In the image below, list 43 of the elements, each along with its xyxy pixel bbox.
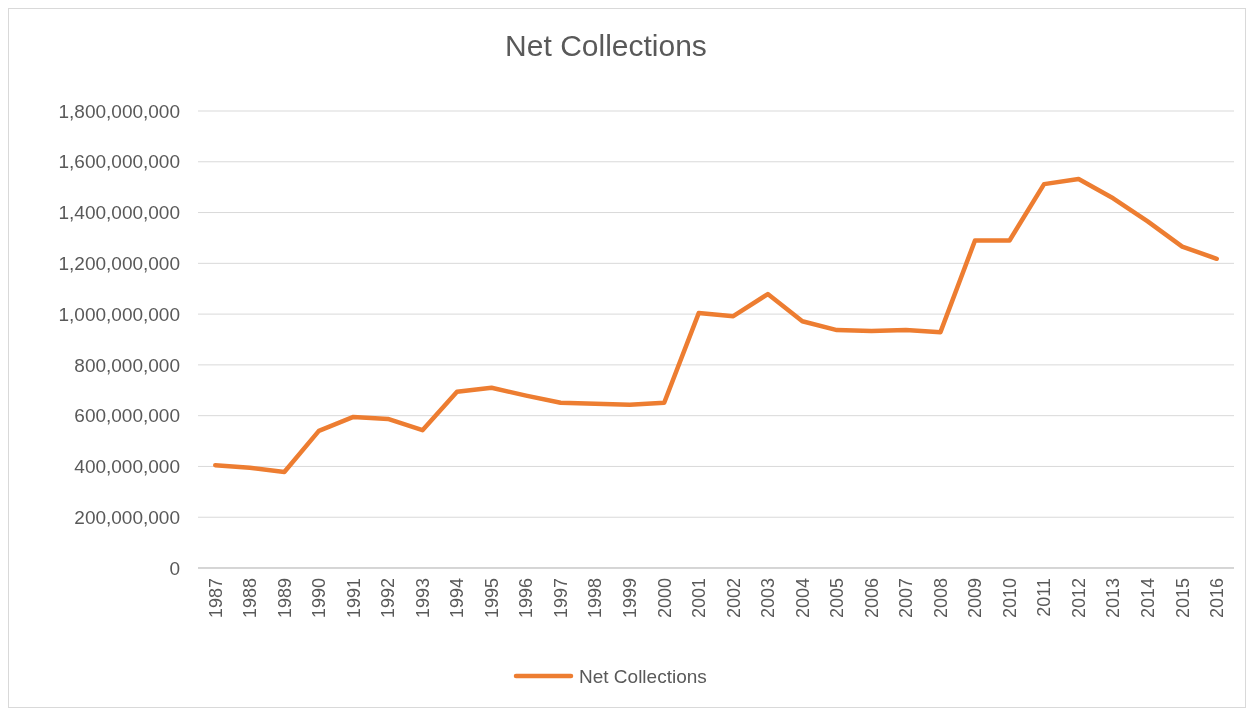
x-tick-label: 2008 (930, 578, 951, 619)
x-tick-label: 2005 (827, 578, 848, 619)
y-tick-label: 1,000,000,000 (58, 303, 180, 325)
x-tick-label: 1998 (585, 578, 606, 619)
y-tick-label: 600,000,000 (74, 405, 180, 427)
legend-label: Net Collections (579, 665, 707, 687)
x-tick-label: 2009 (965, 578, 986, 619)
x-tick-label: 2011 (1034, 578, 1055, 617)
x-tick-label: 2000 (654, 578, 675, 619)
x-tick-label: 1996 (516, 578, 537, 619)
y-tick-label: 400,000,000 (74, 456, 180, 478)
x-tick-label: 1990 (309, 578, 330, 619)
x-tick-label: 2015 (1172, 578, 1193, 619)
x-tick-label: 1997 (550, 578, 571, 619)
x-tick-label: 2006 (861, 578, 882, 619)
y-tick-label: 0 (169, 557, 180, 579)
y-tick-label: 200,000,000 (74, 506, 180, 528)
y-tick-label: 800,000,000 (74, 354, 180, 376)
x-tick-label: 1995 (481, 578, 502, 619)
y-tick-label: 1,800,000,000 (58, 100, 180, 122)
x-tick-label: 1991 (343, 578, 364, 619)
chart-title: Net Collections (505, 29, 707, 62)
x-tick-label: 2001 (689, 578, 710, 619)
y-tick-label: 1,600,000,000 (58, 151, 180, 173)
x-tick-label: 1988 (240, 578, 261, 619)
x-tick-label: 2014 (1137, 578, 1158, 619)
x-tick-label: 2013 (1103, 578, 1124, 619)
x-tick-label: 2003 (758, 578, 779, 619)
x-tick-label: 2010 (999, 578, 1020, 619)
x-tick-label: 1993 (412, 578, 433, 619)
x-tick-label: 2002 (723, 578, 744, 619)
y-tick-label: 1,200,000,000 (58, 252, 180, 274)
x-tick-label: 1992 (378, 578, 399, 619)
x-tick-label: 1989 (274, 578, 295, 619)
x-tick-label: 1999 (619, 578, 640, 619)
x-tick-label: 1994 (447, 578, 468, 619)
x-tick-label: 2004 (792, 578, 813, 619)
line-series (213, 176, 1219, 475)
x-tick-label: 2012 (1068, 578, 1089, 619)
y-tick-label: 1,400,000,000 (58, 202, 180, 224)
x-tick-label: 2007 (896, 578, 917, 619)
x-tick-label: 1987 (205, 578, 226, 619)
x-tick-label: 2016 (1207, 578, 1228, 619)
